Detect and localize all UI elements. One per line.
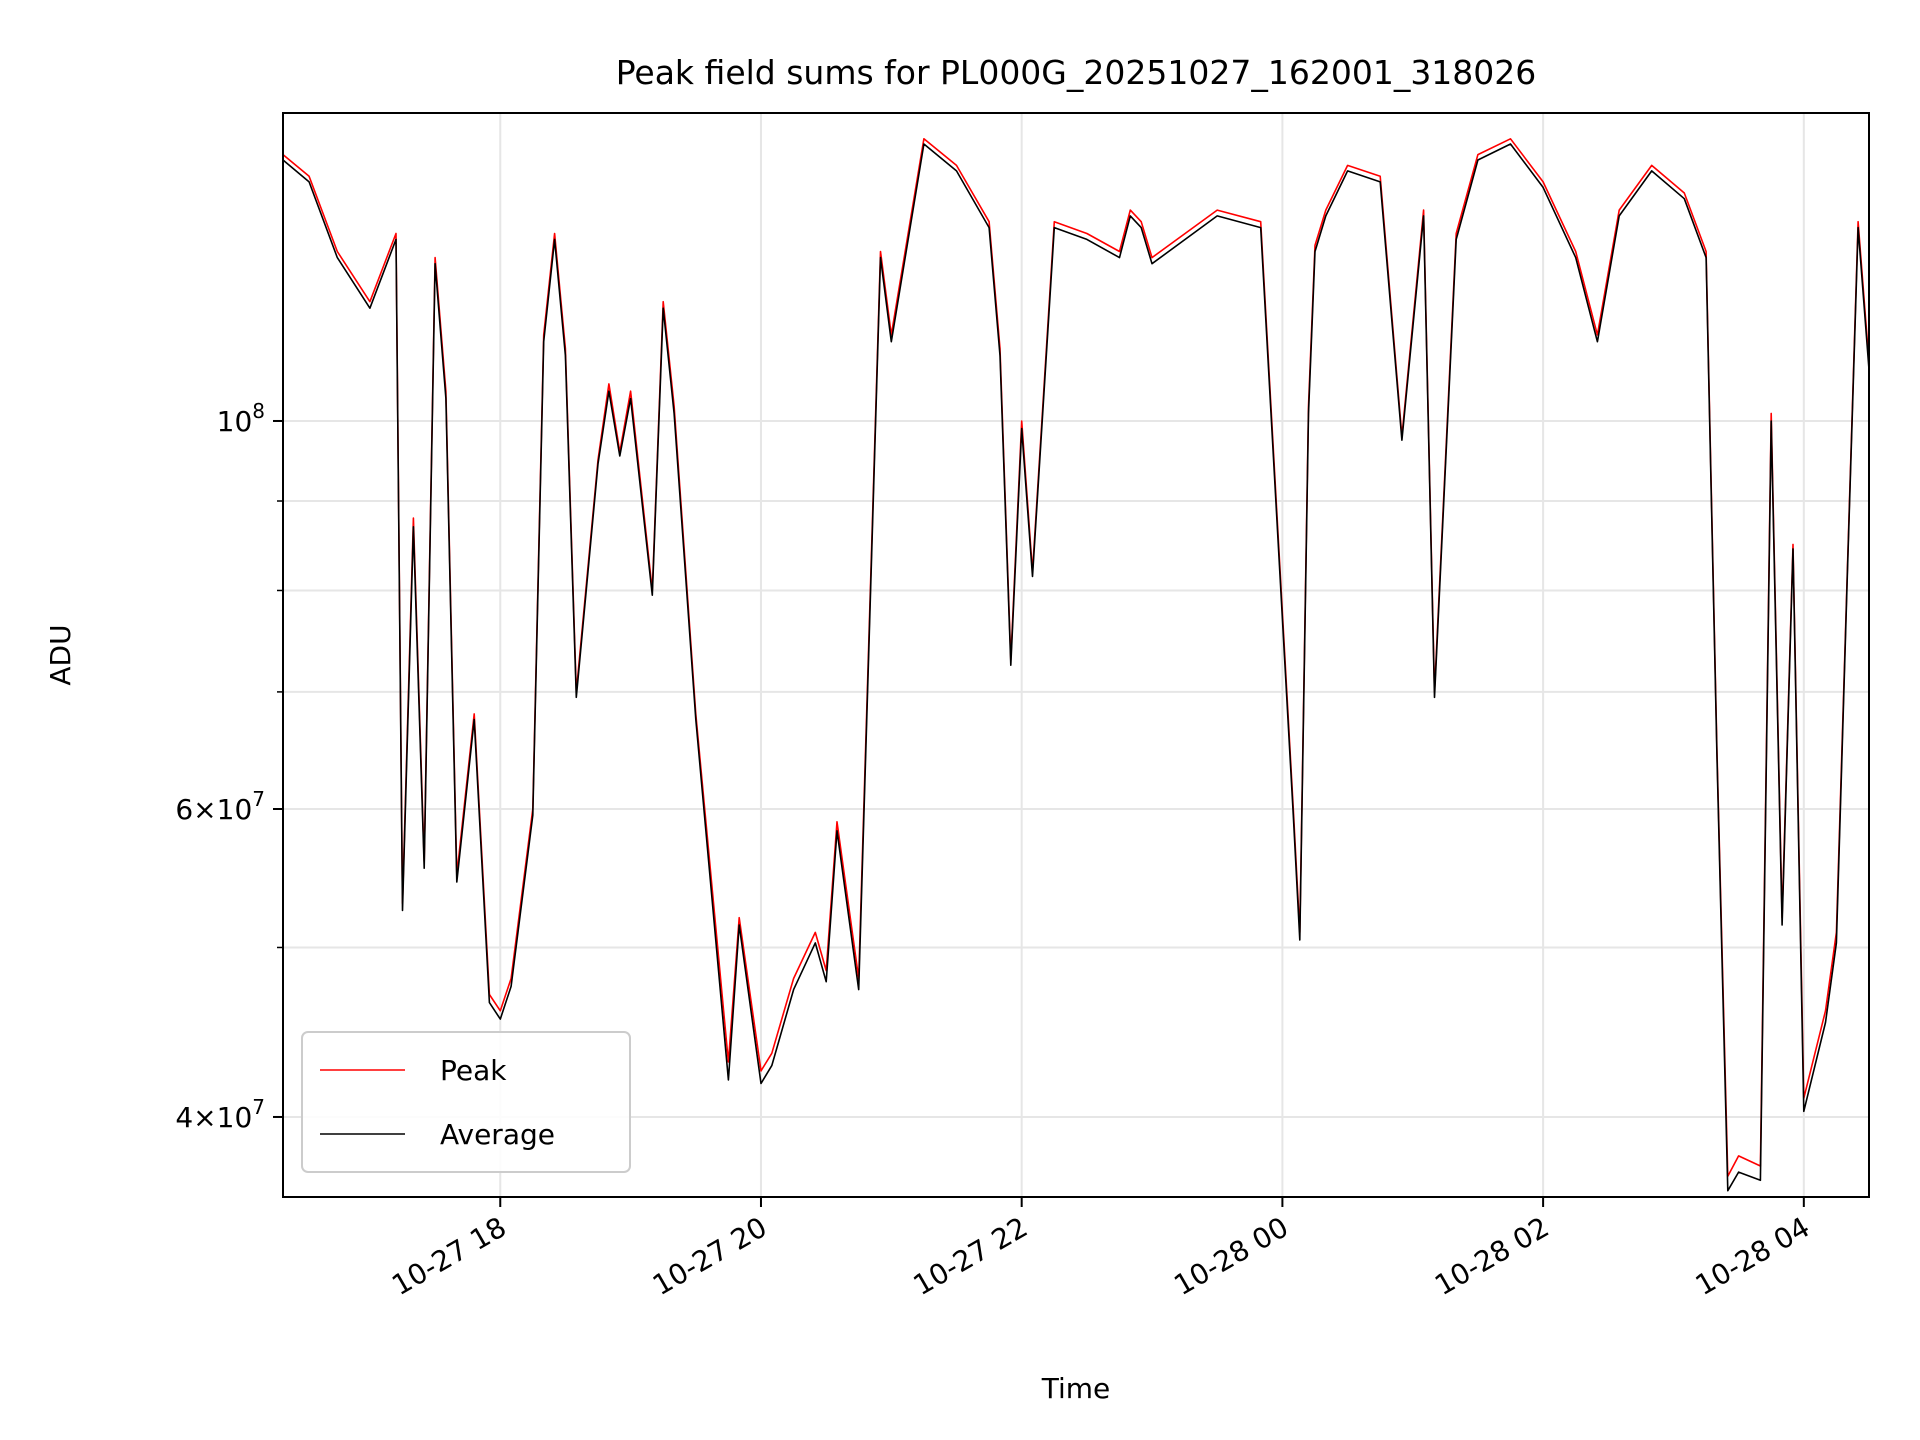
plot-series xyxy=(282,138,1870,1192)
series-line-average xyxy=(282,143,1870,1192)
y-tick-label: 108 xyxy=(217,399,265,438)
y-tick-label: 4×107 xyxy=(175,1095,265,1134)
chart-title: Peak field sums for PL000G_20251027_1620… xyxy=(616,53,1537,92)
legend-label-average: Average xyxy=(440,1118,555,1151)
x-axis-label: Time xyxy=(1041,1372,1111,1405)
grid-lines xyxy=(283,113,1869,1197)
legend-box xyxy=(301,1031,631,1173)
axes-frame xyxy=(282,112,1870,1198)
y-axis: 4×107 6×107 108 xyxy=(175,399,283,1134)
y-axis-label: ADU xyxy=(44,624,77,685)
legend: Peak Average xyxy=(301,1031,631,1173)
legend-label-peak: Peak xyxy=(440,1054,507,1087)
y-tick-label: 6×107 xyxy=(175,787,265,826)
